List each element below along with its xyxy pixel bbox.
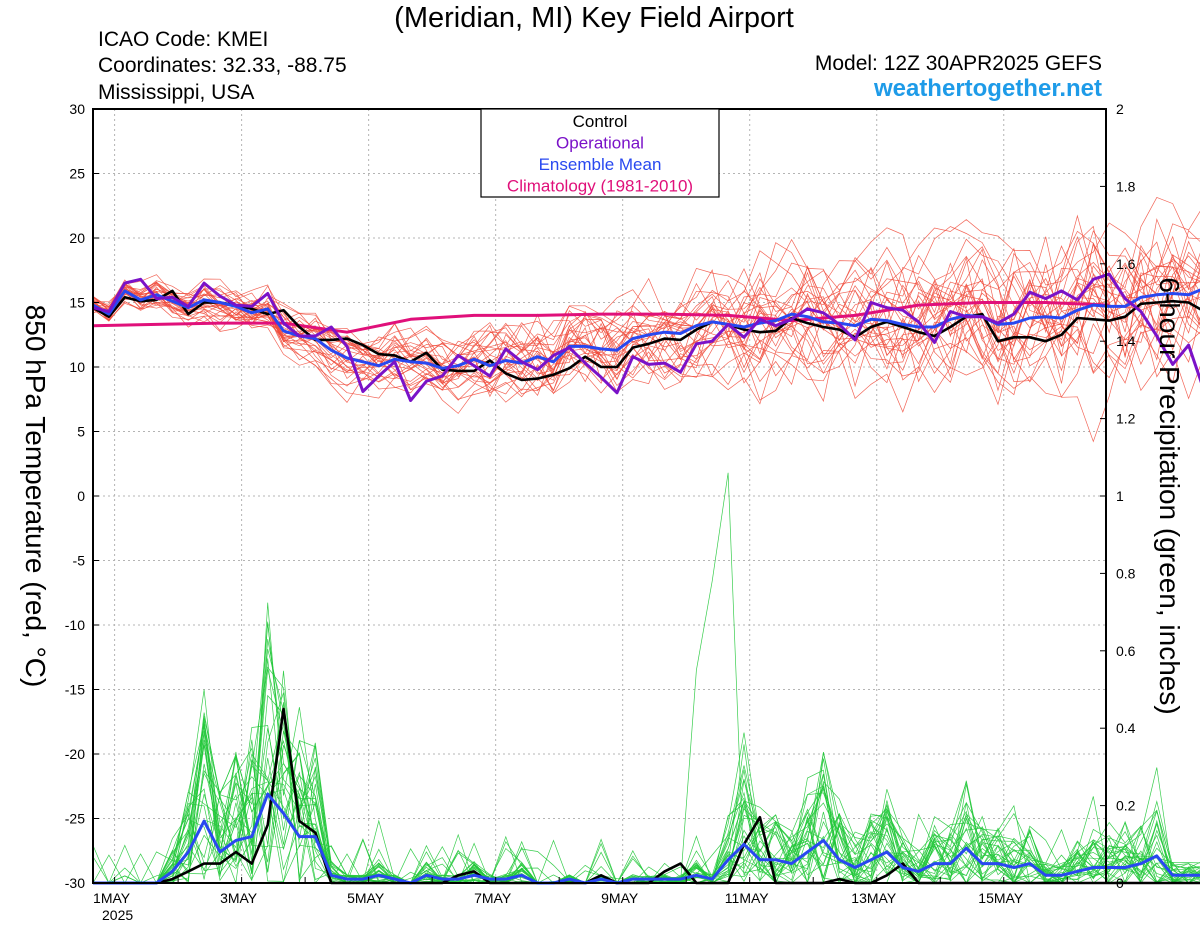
y-tick-label: -25 [65,811,85,827]
ensemble-member-temperature-line [92,227,1200,405]
coordinates-label: Coordinates: 32.33, -88.75 [98,54,347,77]
y-tick-label: -5 [73,553,86,569]
ensemble-member-temperature-line [92,261,1200,413]
site-link[interactable]: weathertogether.net [873,75,1102,102]
y2-tick-label: 1 [1116,488,1124,504]
y2-tick-label: 1.6 [1116,256,1136,272]
ensemble-member-temperature-line [92,279,1200,386]
operational-temperature-line [92,272,1200,402]
y-tick-label: 25 [69,166,85,182]
y2-axis-title: 6-hour Precipitation (green, inches) [1154,277,1185,714]
y2-tick-label: 1.2 [1116,411,1136,427]
legend-entry: Operational [556,134,644,153]
ensemble-member-temperature-line [92,230,1200,383]
ensemble-members [92,196,1200,885]
y-tick-label: 30 [69,101,85,117]
grid-lines [93,109,1106,883]
x-tick-label: 15MAY [978,890,1024,906]
ensemble-mean-precipitation-line [93,792,1200,885]
ensemble-member-precipitation-line [93,621,1200,884]
y2-tick-label: 2 [1116,101,1124,117]
y2-tick-label: 0 [1116,875,1124,891]
y-tick-label: -15 [65,682,85,698]
y-tick-label: 0 [77,488,85,504]
ensemble-member-precipitation-line [93,670,1200,884]
ensemble-member-precipitation-line [93,666,1200,884]
x-tick-label: 7MAY [474,890,512,906]
x-tick-label: 5MAY [347,890,385,906]
x-tick-label: 9MAY [601,890,639,906]
ensemble-member-precipitation-line [93,740,1200,885]
y-tick-label: -20 [65,746,85,762]
x-tick-label: 11MAY [725,890,769,906]
legend-box [480,108,720,198]
x-tick-label: 13MAY [851,890,897,906]
ensemble-member-temperature-line [92,235,1200,398]
y-tick-label: -10 [65,617,85,633]
y2-tick-label: 0.8 [1116,565,1136,581]
y2-tick-label: 1.8 [1116,178,1136,194]
legend-entry: Ensemble Mean [539,155,662,174]
x-tick-label: 3MAY [220,890,258,906]
axes: 302520151050-5-10-15-20-25-3021.81.61.41… [20,101,1185,923]
ensemble-member-temperature-line [92,219,1200,395]
y2-tick-label: 1.4 [1116,333,1136,349]
y-axis-title: 850 hPa Temperature (red, °C) [20,305,51,688]
ensemble-member-temperature-line [92,240,1200,396]
climatology-1981-2010-temperature-line [92,301,1110,334]
ensemble-member-precipitation-line [93,780,1200,884]
ensemble-member-precipitation-line [93,669,1200,884]
model-run-label: Model: 12Z 30APR2025 GEFS [814,52,1102,75]
ensemble-member-temperature-line [92,225,1200,401]
legend-entry: Climatology (1981-2010) [507,177,693,196]
ensemble-member-temperature-line [92,258,1200,406]
x-tick-label: 1MAY [93,890,131,906]
y-tick-label: 10 [69,359,85,375]
legend-entry: Control [573,112,628,131]
y-tick-label: -30 [65,875,85,891]
location-label: Mississippi, USA [98,81,255,104]
ensemble-member-temperature-line [92,251,1200,400]
y-tick-label: 5 [77,424,85,440]
legend: Control Operational Ensemble Mean Climatolo… [480,108,720,198]
control-temperature-line [92,289,1200,382]
y2-tick-label: 0.6 [1116,643,1136,659]
y2-tick-label: 0.2 [1116,798,1136,814]
icao-code-label: ICAO Code: KMEI [98,28,269,51]
ensemble-mean-temperature-line [92,288,1200,370]
series-lines [92,272,1200,885]
y-tick-label: 15 [69,295,85,311]
y-tick-label: 20 [69,230,85,246]
x-tick-sublabel: 2025 [102,907,133,923]
ensemble-member-temperature-line [92,214,1200,394]
chart-title: (Meridian, MI) Key Field Airport [394,2,794,34]
y2-tick-label: 0.4 [1116,720,1136,736]
ensemble-member-temperature-line [92,230,1200,391]
